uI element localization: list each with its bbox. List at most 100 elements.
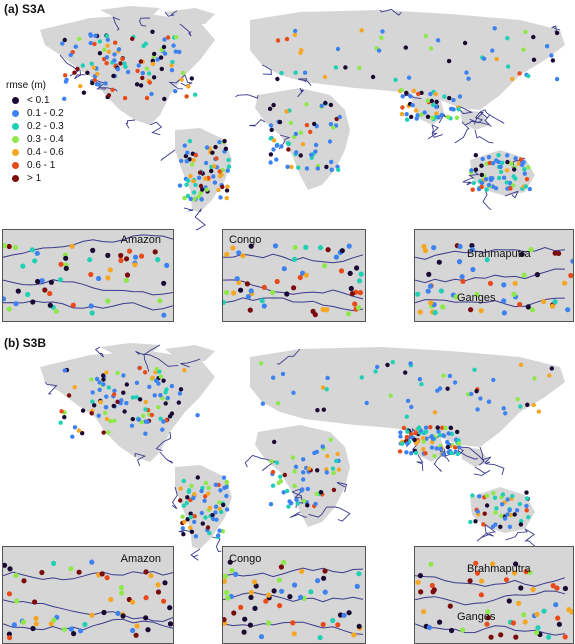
station-point [156, 381, 161, 386]
station-point [185, 178, 191, 183]
station-point [223, 146, 229, 151]
station-point [493, 522, 498, 527]
station-point [522, 167, 527, 172]
station-point [222, 138, 227, 144]
station-point [148, 573, 154, 579]
station-point [447, 95, 452, 101]
station-point [428, 425, 433, 430]
legend-label: 0.4 - 0.6 [27, 147, 64, 158]
station-point [80, 408, 86, 413]
station-point [562, 585, 568, 592]
station-point [523, 29, 528, 35]
station-point [457, 243, 463, 250]
station-point [530, 586, 536, 593]
station-point [268, 123, 274, 128]
station-point [252, 605, 258, 611]
station-point [456, 438, 461, 443]
station-point [434, 111, 439, 116]
station-point [320, 385, 326, 390]
station-point [184, 94, 189, 99]
station-point [161, 378, 166, 383]
station-point [488, 176, 493, 181]
station-point [137, 397, 143, 402]
station-point [140, 70, 145, 76]
station-point [492, 26, 497, 31]
station-point [454, 115, 460, 121]
station-point [304, 102, 309, 107]
station-point [330, 617, 336, 624]
station-point [477, 494, 482, 499]
station-point [196, 175, 202, 180]
river [476, 524, 497, 542]
river [171, 486, 178, 510]
station-point [419, 112, 424, 117]
station-point [498, 513, 504, 518]
station-point [432, 410, 438, 415]
station-point [471, 180, 476, 186]
station-point [103, 410, 108, 416]
station-point [288, 120, 294, 126]
station-point [437, 619, 443, 625]
station-point [320, 444, 325, 449]
station-point [521, 160, 526, 165]
world-map-s3a [40, 6, 565, 231]
inset-title-brahmaputra: Brahmaputra [467, 563, 531, 575]
station-point [470, 266, 476, 273]
station-point [186, 84, 191, 89]
station-point [300, 142, 306, 147]
station-point [297, 274, 303, 281]
station-point [94, 376, 100, 382]
river [479, 111, 492, 128]
station-point [459, 274, 465, 280]
station-point [312, 312, 318, 318]
station-point [423, 429, 429, 434]
station-point [442, 94, 447, 99]
station-point [143, 407, 148, 412]
station-point [102, 47, 107, 52]
station-point [425, 98, 430, 103]
station-point [429, 582, 435, 589]
river [427, 124, 439, 140]
station-point [348, 285, 354, 292]
station-point [189, 483, 194, 488]
station-point [505, 64, 511, 69]
station-point [518, 522, 524, 527]
station-point [335, 451, 340, 457]
station-point [300, 487, 305, 492]
station-point [419, 382, 424, 387]
station-point [438, 432, 443, 438]
station-point [501, 406, 506, 411]
station-point [161, 280, 167, 286]
station-point [324, 164, 329, 170]
station-point [118, 585, 124, 591]
station-point [534, 272, 540, 278]
station-point [152, 393, 157, 398]
station-point [505, 159, 510, 165]
station-point [214, 517, 219, 522]
station-point [182, 143, 187, 148]
station-point [271, 138, 277, 143]
station-point [170, 59, 175, 65]
station-point [449, 627, 455, 634]
station-point [356, 571, 362, 577]
station-point [426, 624, 432, 631]
station-point [11, 622, 17, 628]
station-point [42, 287, 48, 293]
station-point [331, 125, 336, 130]
station-point [258, 634, 265, 640]
station-point [498, 169, 504, 175]
station-point [295, 501, 300, 506]
station-point [347, 270, 353, 276]
station-point [32, 599, 38, 605]
station-point [88, 303, 94, 309]
station-point [498, 632, 504, 638]
station-point [139, 253, 145, 259]
station-point [183, 153, 189, 159]
station-point [78, 84, 83, 89]
station-point [248, 594, 254, 600]
river [223, 591, 364, 603]
station-point [51, 617, 57, 623]
river [139, 17, 151, 27]
station-point [106, 49, 112, 54]
station-point [221, 475, 227, 480]
